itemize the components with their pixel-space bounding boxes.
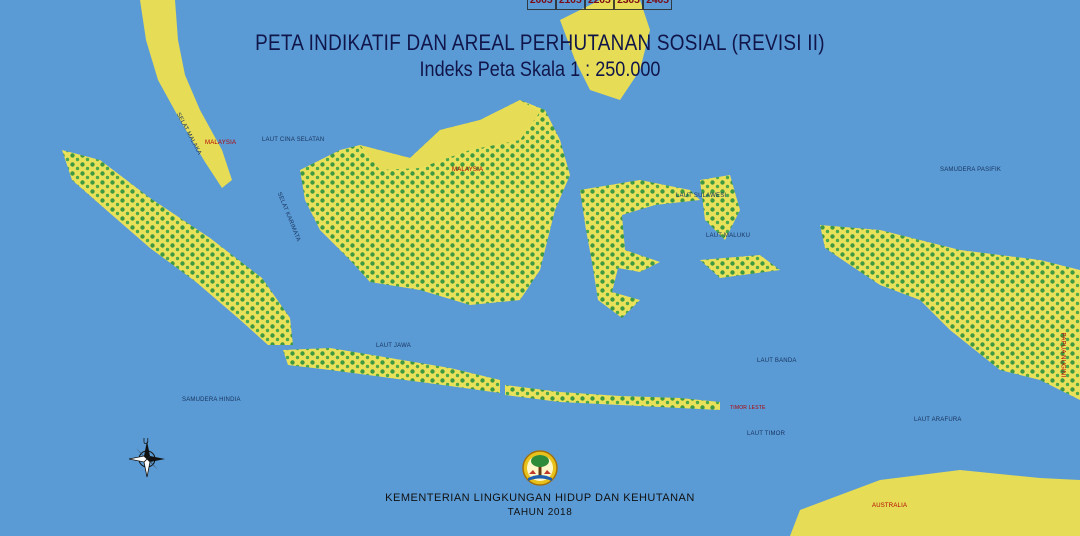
label-timor-leste: TIMOR LESTE: [730, 405, 766, 411]
label-laut-banda: LAUT BANDA: [757, 358, 797, 364]
publication-year: TAHUN 2018: [507, 507, 573, 518]
label-malaysia-west: MALAYSIA: [205, 140, 237, 146]
land-australia: [790, 470, 1080, 536]
sheet-cell-2405[interactable]: 2405: [643, 0, 672, 10]
land-malaysia-peninsula: [140, 0, 232, 188]
label-laut-sulawesi: LAUT SULAWESI: [676, 193, 727, 199]
label-australia: AUSTRALIA: [872, 503, 908, 509]
label-laut-arafura: LAUT ARAFURA: [914, 417, 962, 423]
map-subtitle: Indeks Peta Skala 1 : 250.000: [419, 58, 661, 81]
compass-north-label: U: [143, 437, 149, 446]
ministry-name: KEMENTERIAN LINGKUNGAN HIDUP DAN KEHUTAN…: [385, 492, 695, 504]
label-laut-timor: LAUT TIMOR: [747, 431, 786, 437]
land-seram: [700, 255, 780, 278]
label-laut-cina-selatan: LAUT CINA SELATAN: [262, 137, 325, 143]
label-samudera-pasifik: SAMUDERA PASIFIK: [940, 167, 1002, 173]
label-malaysia-east: MALAYSIA: [452, 167, 484, 173]
label-laut-jawa: LAUT JAWA: [376, 343, 411, 349]
sheet-cell-2005[interactable]: 2005: [526, 0, 556, 10]
land-sumatra: [62, 150, 293, 345]
land-java: [283, 348, 500, 393]
land-philippines: [560, 0, 650, 100]
land-nusa-tenggara: [505, 385, 720, 410]
sheet-cell-2205[interactable]: 2205: [584, 0, 614, 10]
land-malaysia-borneo: [360, 100, 540, 170]
map-title: PETA INDIKATIF DAN AREAL PERHUTANAN SOSI…: [255, 30, 825, 55]
label-papua-nugini: PAPUA NUGINI: [1059, 332, 1066, 378]
land-sulawesi: [580, 180, 700, 318]
land-halmahera: [700, 175, 740, 240]
compass-rose-icon: [128, 441, 165, 478]
sheet-cell-2105[interactable]: 2105: [555, 0, 585, 10]
ministry-logo-icon: [522, 450, 558, 486]
label-laut-maluku: LAUT MALUKU: [706, 233, 751, 239]
label-samudera-hindia: SAMUDERA HINDIA: [182, 397, 241, 403]
land-papua: [820, 225, 1080, 400]
sheet-cell-2305[interactable]: 2305: [613, 0, 643, 10]
